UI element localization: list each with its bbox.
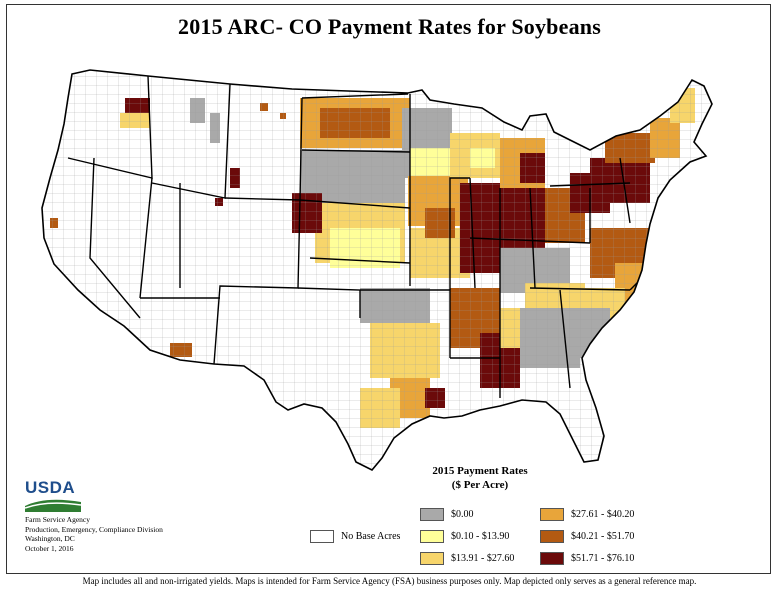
legend-item-class-4: $27.61 - $40.20 [540,508,634,521]
state-border [469,237,591,244]
legend-swatch-class-3 [420,552,444,565]
state-border [469,177,476,289]
state-border [301,149,411,153]
usda-logo: USDA [25,478,81,512]
legend-item-class-6: $51.71 - $76.10 [540,552,634,565]
map-footnote: Map includes all and non-irrigated yield… [82,576,697,586]
legend-label-class-2: $0.10 - $13.90 [451,531,510,542]
legend-title-line1: 2015 Payment Rates [432,465,528,477]
state-border [299,199,411,209]
legend-item-no-base: No Base Acres [310,530,400,543]
map-title: 2015 ARC- CO Payment Rates for Soybeans [178,14,601,39]
state-border [139,177,153,299]
us-county-map [41,69,713,471]
legend-item-class-1: $0.00 [420,508,474,521]
state-border [529,187,536,289]
legend-swatch-class-1 [420,508,444,521]
usda-swoosh-icon [25,499,81,512]
agency-location: Washington, DC [25,534,75,543]
legend-label-class-6: $51.71 - $76.10 [571,553,635,564]
legend-label-class-5: $40.21 - $51.70 [571,531,635,542]
state-border [89,157,141,319]
county-grid [42,70,712,470]
legend-swatch-class-2 [420,530,444,543]
legend-item-class-5: $40.21 - $51.70 [540,530,634,543]
legend-item-class-2: $0.10 - $13.90 [420,530,509,543]
legend-label-class-1: $0.00 [451,509,474,520]
legend-label-class-4: $27.61 - $40.20 [571,509,635,520]
state-border [213,199,301,365]
legend-swatch-class-5 [540,530,564,543]
state-border [529,287,631,291]
agency-division: Production, Emergency, Compliance Divisi… [25,524,163,534]
usda-logo-text: USDA [25,478,76,497]
county-patches [42,70,712,470]
state-border [301,93,409,99]
legend-swatch-class-4 [540,508,564,521]
legend-title-line2: ($ Per Acre) [451,479,509,491]
state-border [559,289,571,389]
state-border [549,182,631,187]
legend-item-class-3: $13.91 - $27.60 [420,552,514,565]
state-border [309,257,411,264]
legend-title: 2015 Payment Rates ($ Per Acre) [430,464,530,492]
agency-info: Farm Service Agency Production, Emergenc… [25,515,163,553]
agency-date: October 1, 2016 [25,543,74,553]
agency-name: Farm Service Agency [25,515,90,524]
state-border [619,157,631,224]
legend-label-class-3: $13.91 - $27.60 [451,553,515,564]
legend-swatch-class-6 [540,552,564,565]
legend-label-no-base: No Base Acres [341,531,401,542]
state-border [449,177,470,290]
legend-swatch-no-base [310,530,334,543]
